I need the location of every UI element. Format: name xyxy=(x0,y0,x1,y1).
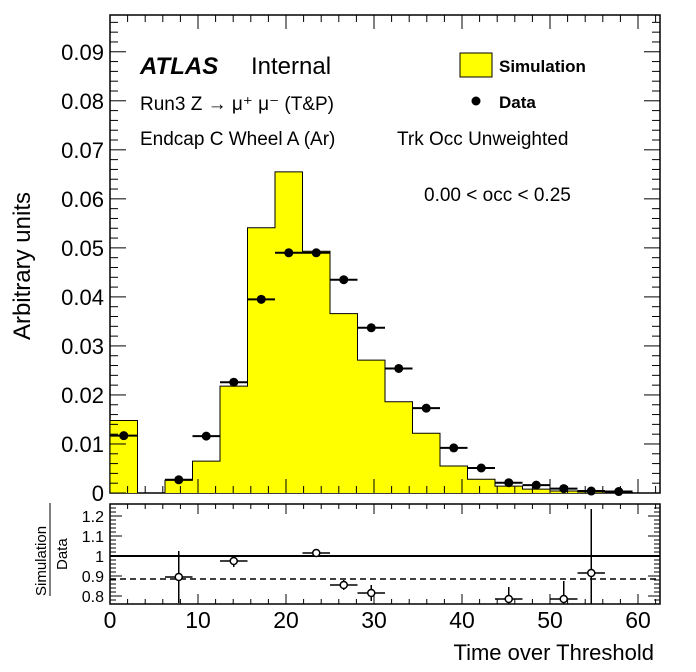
ratio-point xyxy=(587,568,596,578)
data-point xyxy=(394,363,404,373)
ratio-points xyxy=(165,509,605,604)
ratio-y-tick-label: 1 xyxy=(95,549,104,566)
ratio-point xyxy=(504,594,513,604)
simulation-bar xyxy=(330,313,358,493)
x-tick-label: 30 xyxy=(361,607,387,633)
data-point xyxy=(614,487,624,497)
main-y-tick-label: 0.01 xyxy=(61,432,104,457)
weighting-label: Trk Occ Unweighted xyxy=(397,129,568,150)
ratio-y-label-denominator: Data xyxy=(54,538,71,570)
data-point xyxy=(284,248,294,258)
simulation-bar xyxy=(467,479,495,493)
simulation-bar xyxy=(165,480,193,493)
legend-data-marker xyxy=(471,96,481,106)
data-point xyxy=(559,484,569,494)
main-y-tick-label: 0.09 xyxy=(61,40,104,65)
data-point xyxy=(586,486,596,496)
data-point xyxy=(201,431,211,441)
ratio-point xyxy=(339,580,348,590)
x-tick-label: 10 xyxy=(185,607,211,633)
ratio-point xyxy=(559,594,568,604)
legend-data-label: Data xyxy=(499,93,536,112)
main-y-tick-label: 0.04 xyxy=(61,285,104,310)
ratio-y-tick-label: 1.2 xyxy=(82,509,104,526)
ratio-point xyxy=(174,572,183,582)
main-y-tick-label: 0.02 xyxy=(61,383,104,408)
data-points xyxy=(110,248,633,497)
ratio-y-tick-label: 0.9 xyxy=(82,569,104,586)
ratio-y-tick-label: 1.1 xyxy=(82,529,104,546)
simulation-bar xyxy=(385,401,413,493)
main-y-axis-label: Arbitrary units xyxy=(9,192,36,340)
data-point xyxy=(229,377,239,387)
x-tick-label: 0 xyxy=(104,607,117,633)
data-point xyxy=(531,480,541,490)
legend-simulation-swatch xyxy=(459,52,493,78)
data-point xyxy=(366,323,376,333)
run-label: Run3 Z → μ⁺ μ⁻ (T&P) xyxy=(140,94,334,115)
ratio-plot-frame xyxy=(109,503,661,605)
data-point xyxy=(119,431,129,441)
x-axis-label: Time over Threshold xyxy=(453,640,654,665)
main-y-tick-label: 0.05 xyxy=(61,236,104,261)
simulation-bar xyxy=(220,386,248,493)
region-label: Endcap C Wheel A (Ar) xyxy=(140,129,335,150)
data-point xyxy=(256,294,266,304)
main-y-tick-label: 0.07 xyxy=(61,138,104,163)
simulation-bar xyxy=(275,171,303,493)
main-y-tick-label: 0 xyxy=(92,481,104,506)
simulation-bar xyxy=(357,360,385,493)
x-tick-label: 40 xyxy=(449,607,475,633)
legend: Simulation Data xyxy=(459,52,586,112)
ratio-y-axis: 0.8 0.9 1 1.1 1.2 xyxy=(82,503,660,606)
ratio-y-tick-label: 0.8 xyxy=(82,589,104,606)
x-tick-label: 50 xyxy=(537,607,563,633)
atlas-label: ATLAS xyxy=(139,53,218,80)
simulation-histogram xyxy=(109,171,633,494)
internal-label: Internal xyxy=(251,53,331,80)
simulation-bar xyxy=(247,227,275,493)
occupancy-range-label: 0.00 < occ < 0.25 xyxy=(424,185,571,206)
ratio-point xyxy=(312,548,321,558)
main-y-tick-label: 0.06 xyxy=(61,187,104,212)
ratio-reference-lines xyxy=(110,555,660,580)
main-x-ticks xyxy=(109,15,657,493)
simulation-bar xyxy=(522,489,550,493)
simulation-bar xyxy=(495,486,523,493)
main-y-axis: 0 0.01 0.02 0.03 0.04 0.05 0.06 0.07 0.08 0.09 xyxy=(61,21,660,506)
data-point xyxy=(476,463,486,473)
simulation-bar xyxy=(412,433,440,493)
legend-simulation-label: Simulation xyxy=(499,57,586,76)
ratio-y-label-numerator: Simulation xyxy=(33,526,50,596)
main-y-tick-label: 0.03 xyxy=(61,334,104,359)
data-point xyxy=(339,275,349,285)
main-y-tick-label: 0.08 xyxy=(61,89,104,114)
ratio-y-axis-label: Simulation Data xyxy=(33,503,71,596)
x-tick-label: 20 xyxy=(273,607,299,633)
ratio-x-axis: 0 10 20 30 40 50 60 xyxy=(104,504,657,633)
ratio-point xyxy=(229,556,238,566)
ratio-point xyxy=(367,588,376,598)
data-point xyxy=(421,403,431,413)
data-point xyxy=(311,248,321,258)
simulation-bar xyxy=(302,251,330,493)
x-tick-label: 60 xyxy=(625,607,651,633)
data-point xyxy=(504,478,514,488)
data-point xyxy=(449,443,459,453)
data-point xyxy=(174,475,184,485)
